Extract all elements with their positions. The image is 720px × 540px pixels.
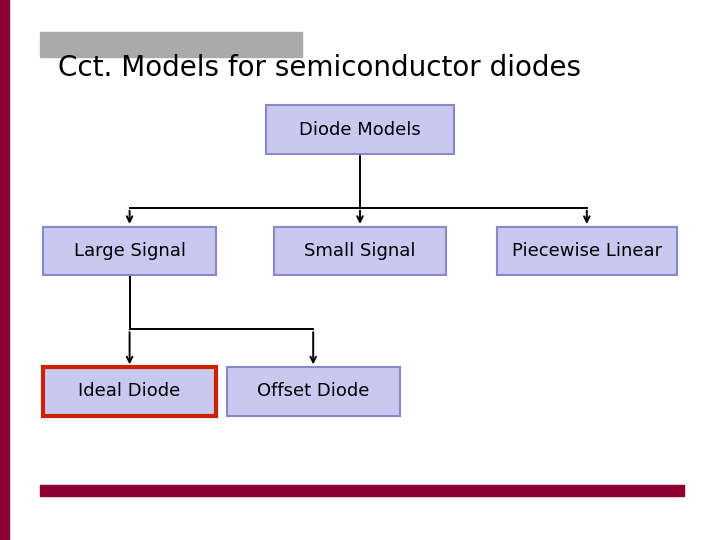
FancyBboxPatch shape xyxy=(497,227,677,275)
FancyBboxPatch shape xyxy=(266,105,454,154)
Text: Cct. Models for semiconductor diodes: Cct. Models for semiconductor diodes xyxy=(58,53,580,82)
Bar xyxy=(40,485,684,496)
FancyBboxPatch shape xyxy=(274,227,446,275)
FancyBboxPatch shape xyxy=(43,367,216,416)
Bar xyxy=(40,32,302,57)
Bar xyxy=(0,0,9,540)
Text: Ideal Diode: Ideal Diode xyxy=(78,382,181,401)
FancyBboxPatch shape xyxy=(227,367,400,416)
Text: Small Signal: Small Signal xyxy=(305,242,415,260)
FancyBboxPatch shape xyxy=(43,227,216,275)
Text: Large Signal: Large Signal xyxy=(73,242,186,260)
Text: Diode Models: Diode Models xyxy=(299,120,421,139)
Text: Offset Diode: Offset Diode xyxy=(257,382,369,401)
Text: Piecewise Linear: Piecewise Linear xyxy=(512,242,662,260)
